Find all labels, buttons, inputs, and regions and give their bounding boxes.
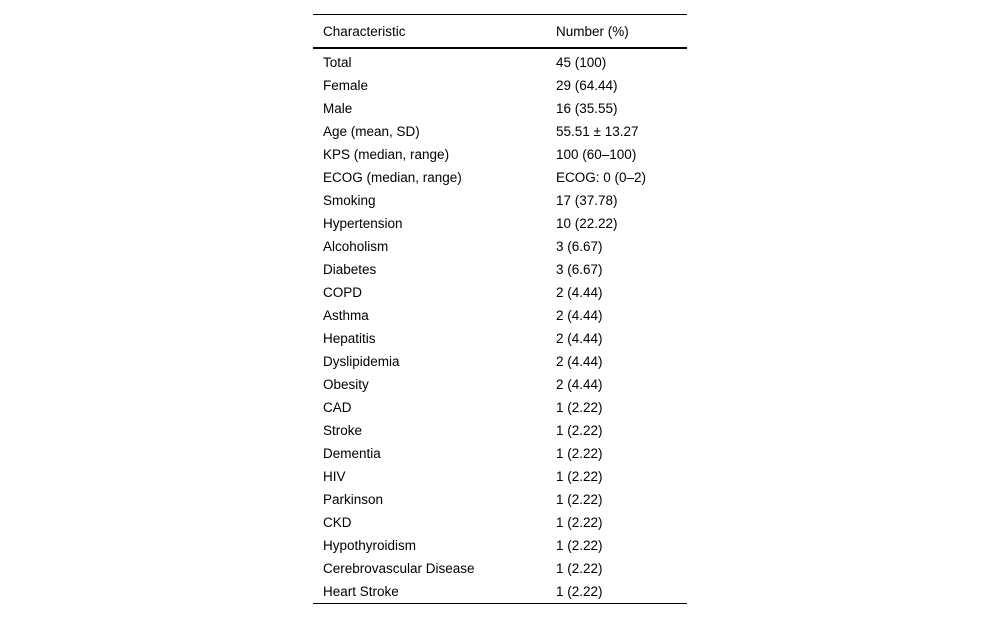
table-row: Hypothyroidism 1 (2.22)	[313, 534, 687, 557]
column-header-number-percent: Number (%)	[546, 14, 687, 49]
characteristic-cell: CKD	[323, 515, 352, 530]
characteristic-cell: Hypertension	[323, 216, 403, 231]
characteristic-cell: Smoking	[323, 193, 376, 208]
characteristic-cell: Alcoholism	[323, 239, 389, 254]
table-row: Smoking 17 (37.78)	[313, 189, 687, 212]
value-cell: 1 (2.22)	[556, 538, 603, 553]
value-cell: 2 (4.44)	[556, 354, 603, 369]
table-row: Hepatitis 2 (4.44)	[313, 327, 687, 350]
table-body: Total 45 (100) Female 29 (64.44) Male 16 (35.…	[313, 48, 687, 604]
characteristic-cell: KPS (median, range)	[323, 147, 450, 162]
value-cell: 2 (4.44)	[556, 308, 603, 323]
characteristic-cell: Male	[323, 101, 353, 116]
characteristic-cell: COPD	[323, 285, 363, 300]
value-cell: 10 (22.22)	[556, 216, 618, 231]
characteristic-cell: Hypothyroidism	[323, 538, 417, 553]
table-row: Diabetes 3 (6.67)	[313, 258, 687, 281]
value-cell: 1 (2.22)	[556, 515, 603, 530]
value-cell: 2 (4.44)	[556, 285, 603, 300]
table-row: Heart Stroke 1 (2.22)	[313, 580, 687, 604]
table-row: Female 29 (64.44)	[313, 74, 687, 97]
value-cell: 17 (37.78)	[556, 193, 618, 208]
value-cell: 1 (2.22)	[556, 423, 603, 438]
characteristic-cell: CAD	[323, 400, 352, 415]
value-cell: 29 (64.44)	[556, 78, 618, 93]
value-cell: 2 (4.44)	[556, 331, 603, 346]
table-row: Age (mean, SD) 55.51 ± 13.27	[313, 120, 687, 143]
value-cell: 1 (2.22)	[556, 561, 603, 576]
value-cell: 3 (6.67)	[556, 262, 603, 277]
table-row: Male 16 (35.55)	[313, 97, 687, 120]
characteristic-cell: Dyslipidemia	[323, 354, 400, 369]
table-row: Obesity 2 (4.44)	[313, 373, 687, 396]
characteristics-table: Characteristic Number (%) Total 45 (100) F…	[313, 14, 687, 604]
table-row: Parkinson 1 (2.22)	[313, 488, 687, 511]
characteristic-cell: Hepatitis	[323, 331, 376, 346]
characteristic-cell: Dementia	[323, 446, 381, 461]
table-row: KPS (median, range) 100 (60–100)	[313, 143, 687, 166]
table-row: Hypertension 10 (22.22)	[313, 212, 687, 235]
value-cell: 1 (2.22)	[556, 400, 603, 415]
table-header: Characteristic Number (%)	[313, 14, 687, 49]
value-cell: 2 (4.44)	[556, 377, 603, 392]
patient-characteristics-table: Characteristic Number (%) Total 45 (100) F…	[313, 14, 687, 604]
characteristic-cell: Diabetes	[323, 262, 377, 277]
characteristic-cell: HIV	[323, 469, 346, 484]
characteristic-cell: Female	[323, 78, 369, 93]
table-row: ECOG (median, range) ECOG: 0 (0–2)	[313, 166, 687, 189]
value-cell: 1 (2.22)	[556, 584, 603, 599]
table-row: Dementia 1 (2.22)	[313, 442, 687, 465]
value-cell: 1 (2.22)	[556, 492, 603, 507]
table-row: Stroke 1 (2.22)	[313, 419, 687, 442]
characteristic-cell: Parkinson	[323, 492, 384, 507]
value-cell: 1 (2.22)	[556, 469, 603, 484]
table-row: Asthma 2 (4.44)	[313, 304, 687, 327]
table-row: Total 45 (100)	[313, 48, 687, 74]
characteristic-cell: ECOG (median, range)	[323, 170, 462, 185]
characteristic-cell: Total	[323, 55, 352, 70]
table-row: Dyslipidemia 2 (4.44)	[313, 350, 687, 373]
table-row: HIV 1 (2.22)	[313, 465, 687, 488]
characteristic-cell: Heart Stroke	[323, 584, 399, 599]
value-cell: 1 (2.22)	[556, 446, 603, 461]
header-row: Characteristic Number (%)	[313, 14, 687, 49]
table-row: COPD 2 (4.44)	[313, 281, 687, 304]
characteristic-cell: Obesity	[323, 377, 369, 392]
table-row: CKD 1 (2.22)	[313, 511, 687, 534]
characteristic-cell: Cerebrovascular Disease	[323, 561, 475, 576]
characteristic-cell: Age (mean, SD)	[323, 124, 420, 139]
characteristic-cell: Stroke	[323, 423, 363, 438]
table-row: Cerebrovascular Disease 1 (2.22)	[313, 557, 687, 580]
characteristic-cell: Asthma	[323, 308, 369, 323]
value-cell: 3 (6.67)	[556, 239, 603, 254]
value-cell: 100 (60–100)	[556, 147, 637, 162]
column-header-characteristic: Characteristic	[313, 14, 546, 49]
value-cell: 16 (35.55)	[556, 101, 618, 116]
table-row: Alcoholism 3 (6.67)	[313, 235, 687, 258]
value-cell: 55.51 ± 13.27	[556, 124, 639, 139]
value-cell: 45 (100)	[556, 55, 607, 70]
value-cell: ECOG: 0 (0–2)	[556, 170, 647, 185]
table-row: CAD 1 (2.22)	[313, 396, 687, 419]
